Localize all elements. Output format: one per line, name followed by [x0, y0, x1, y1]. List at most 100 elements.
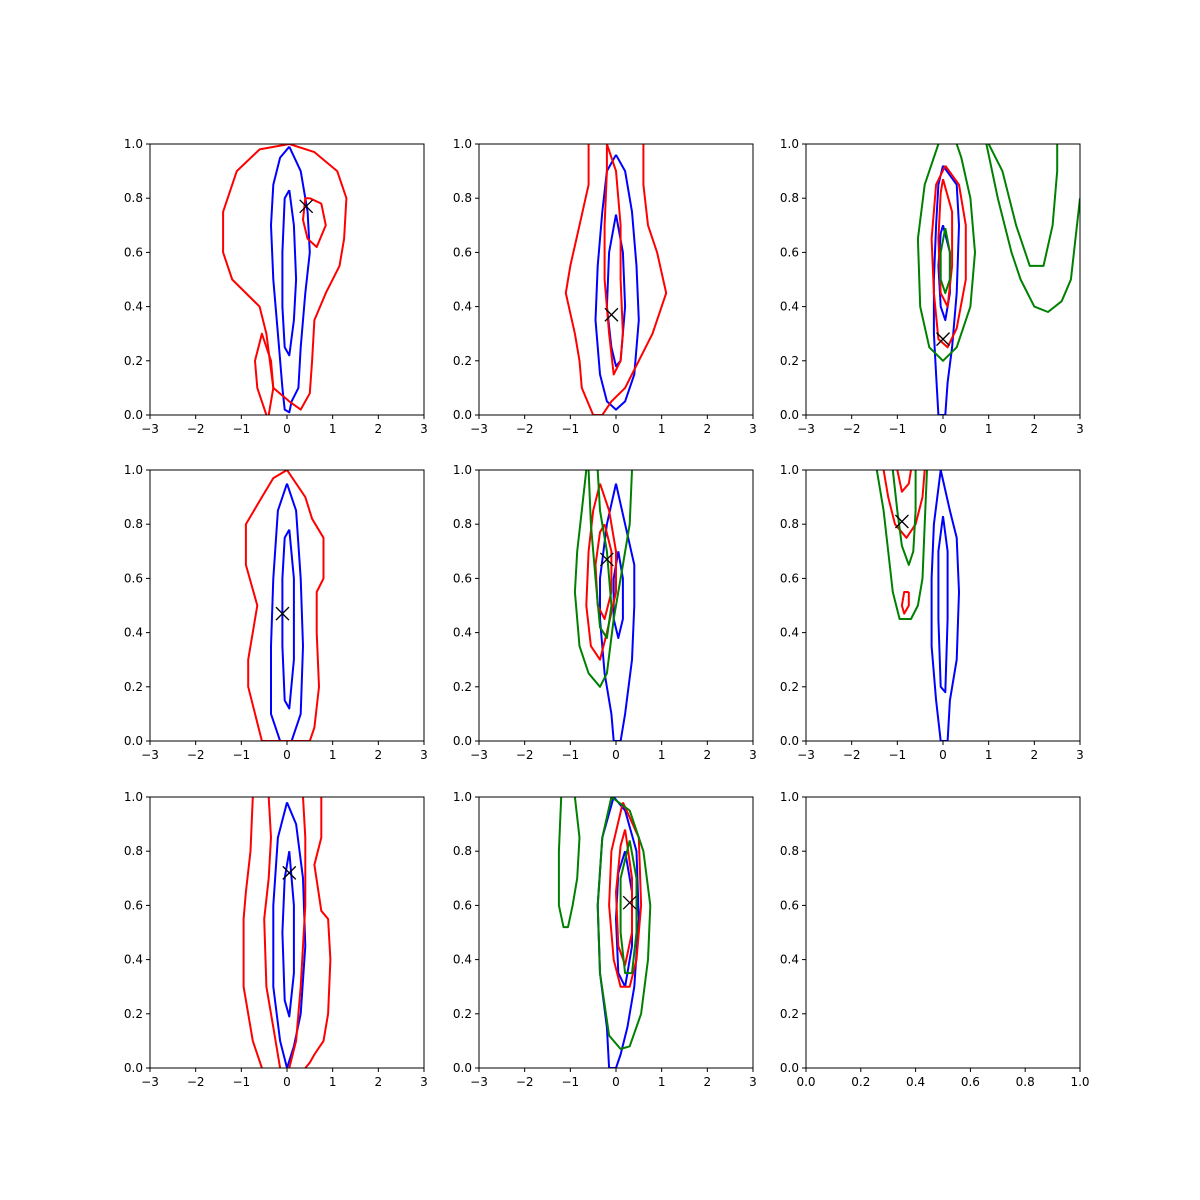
y-tick-label: 0.4	[453, 626, 472, 640]
red-contour-line	[242, 797, 263, 1068]
x-tick-label: 0	[612, 748, 620, 762]
y-tick-label: 0.2	[780, 1007, 799, 1021]
y-tick-label: 0.0	[124, 734, 143, 748]
y-tick-label: 1.0	[124, 790, 143, 804]
contour-group	[564, 144, 668, 415]
y-tick-label: 0.6	[453, 571, 472, 585]
red-contour-line	[254, 332, 275, 415]
blue-contour-line	[272, 802, 307, 1068]
x-tick-label: 2	[375, 748, 383, 762]
axes-frame	[478, 143, 754, 416]
x-tick-label: −1	[888, 748, 906, 762]
y-tick-label: 0.4	[780, 953, 799, 967]
red-contour-line	[263, 797, 282, 1068]
x-tick-label: 0	[939, 422, 947, 436]
y-tick-label: 0.8	[780, 191, 799, 205]
red-contour-line	[930, 165, 967, 349]
x-tick-label: 3	[749, 748, 757, 762]
x-tick-label: −2	[516, 1075, 534, 1089]
x-tick-label: 0.2	[851, 1075, 870, 1089]
x-tick-label: 0.4	[906, 1075, 925, 1089]
blue-contour-line	[932, 165, 960, 415]
axes-frame	[149, 796, 425, 1069]
axes-frame	[149, 469, 425, 742]
y-tick-label: 0.0	[453, 734, 472, 748]
x-tick-label: 0.8	[1016, 1075, 1035, 1089]
subplot-2: −3 −2 −1 0 1 2 3 0.0 0.2 0.4 0.6 0.8 1.0	[453, 137, 757, 436]
contour-group	[242, 797, 332, 1068]
x-tick-label: −2	[843, 422, 861, 436]
x-marker	[622, 895, 637, 910]
y-tick-label: 0.0	[453, 408, 472, 422]
red-contour-line	[608, 801, 643, 988]
y-tick-label: 0.0	[780, 734, 799, 748]
y-tick-label: 0.6	[124, 571, 143, 585]
x-tick-label: 2	[375, 422, 383, 436]
y-tick-label: 1.0	[453, 463, 472, 477]
y-tick-label: 0.8	[453, 517, 472, 531]
x-tick-label: 3	[749, 1075, 757, 1089]
y-tick-label: 0.0	[124, 1061, 143, 1075]
y-tick-label: 0.2	[780, 680, 799, 694]
contour-group	[573, 470, 636, 741]
blue-contour-line	[594, 154, 640, 411]
y-tick-label: 0.0	[453, 1061, 472, 1075]
x-tick-label: −3	[141, 1075, 159, 1089]
blue-contour-line	[281, 189, 298, 357]
y-tick-label: 0.2	[124, 354, 143, 368]
x-tick-label: 2	[375, 1075, 383, 1089]
x-tick-label: 1	[985, 748, 993, 762]
contour-group	[557, 797, 652, 1068]
x-tick-label: −1	[232, 422, 250, 436]
contour-group	[244, 470, 325, 741]
y-tick-label: 0.0	[780, 1061, 799, 1075]
x-tick-label: −1	[232, 748, 250, 762]
y-tick-label: 0.2	[453, 354, 472, 368]
x-tick-label: 1	[658, 422, 666, 436]
x-tick-label: 0	[283, 1075, 291, 1089]
y-tick-label: 0.8	[124, 191, 143, 205]
green-contour-line	[573, 470, 633, 688]
x-tick-label: −2	[516, 422, 534, 436]
x-marker	[599, 552, 614, 567]
green-contour-line	[596, 797, 652, 1050]
red-contour-line	[937, 178, 954, 308]
blue-contour-line	[930, 470, 960, 741]
x-tick-label: −3	[141, 748, 159, 762]
x-tick-label: 0.6	[961, 1075, 980, 1089]
x-marker	[936, 332, 950, 347]
x-tick-label: −3	[470, 748, 488, 762]
red-contour-line	[896, 470, 912, 493]
y-tick-label: 0.6	[124, 245, 143, 259]
y-tick-label: 0.8	[124, 844, 143, 858]
y-tick-label: 0.4	[124, 626, 143, 640]
x-tick-label: −1	[561, 422, 579, 436]
blue-contour-line	[270, 146, 311, 414]
x-marker	[282, 865, 297, 880]
x-tick-label: 2	[704, 1075, 712, 1089]
red-contour-line	[222, 144, 348, 411]
subplot-7: −3 −2 −1 0 1 2 3 0.0 0.2 0.4 0.6 0.8 1.0	[124, 790, 428, 1089]
y-tick-label: 0.0	[124, 408, 143, 422]
y-tick-label: 1.0	[453, 790, 472, 804]
x-tick-label: 2	[1031, 422, 1039, 436]
x-tick-label: −2	[187, 748, 205, 762]
x-tick-label: 3	[1076, 748, 1084, 762]
y-tick-label: 0.8	[453, 191, 472, 205]
x-tick-label: −3	[470, 1075, 488, 1089]
green-contour-line	[987, 144, 1059, 267]
y-tick-label: 1.0	[124, 137, 143, 151]
x-tick-label: 0.0	[796, 1075, 815, 1089]
subplot-1: −3 −2 −1 0 1 2 3 0.0 0.2 0.4 0.6 0.8 1.0	[124, 137, 428, 436]
subplot-8: −3 −2 −1 0 1 2 3 0.0 0.2 0.4 0.6 0.8 1.0	[453, 790, 757, 1089]
blue-contour-line	[281, 851, 295, 1018]
x-tick-label: 0	[283, 422, 291, 436]
x-tick-label: 3	[420, 1075, 428, 1089]
green-contour-line	[939, 227, 951, 295]
subplot-9: 0.0 0.2 0.4 0.6 0.8 1.0 0.0 0.2 0.4 0.6 0.8 1.0	[780, 790, 1090, 1089]
y-tick-label: 0.6	[124, 898, 143, 912]
green-contour-line	[985, 144, 1080, 313]
y-tick-label: 0.4	[124, 953, 143, 967]
y-tick-label: 0.2	[453, 1007, 472, 1021]
x-tick-label: 3	[420, 422, 428, 436]
